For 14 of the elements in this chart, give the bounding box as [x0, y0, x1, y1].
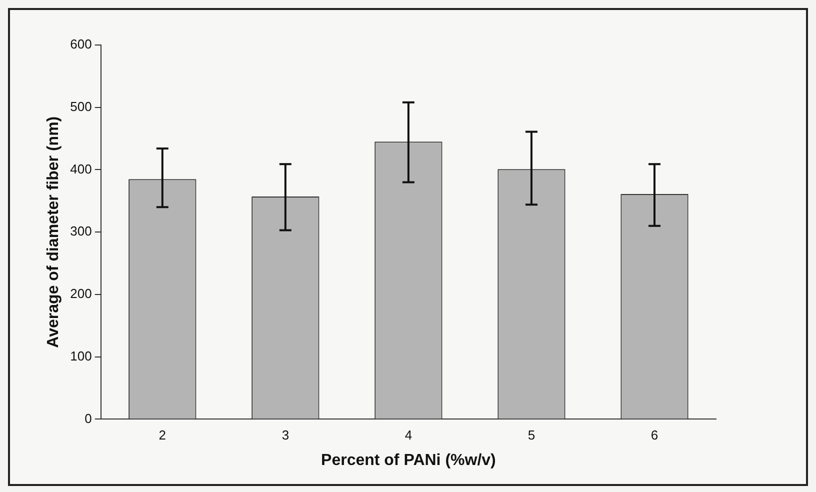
x-tick-label: 5 — [528, 428, 536, 443]
y-tick-label: 600 — [70, 36, 92, 52]
y-tick-label: 200 — [70, 286, 92, 302]
y-tick-label: 300 — [70, 224, 92, 239]
y-tick-label: 400 — [70, 161, 92, 176]
y-tick-label: 100 — [70, 348, 92, 364]
y-axis-title: Average of diameter fiber (nm) — [45, 116, 62, 348]
y-tick-label: 500 — [70, 98, 92, 114]
x-axis-title: Percent of PANi (%w/v) — [321, 452, 496, 469]
x-tick-label: 6 — [650, 428, 658, 443]
y-tick-label: 0 — [84, 410, 92, 426]
x-tick-label: 4 — [404, 428, 412, 443]
x-tick-label: 3 — [282, 428, 290, 443]
x-tick-label: 2 — [158, 428, 166, 443]
